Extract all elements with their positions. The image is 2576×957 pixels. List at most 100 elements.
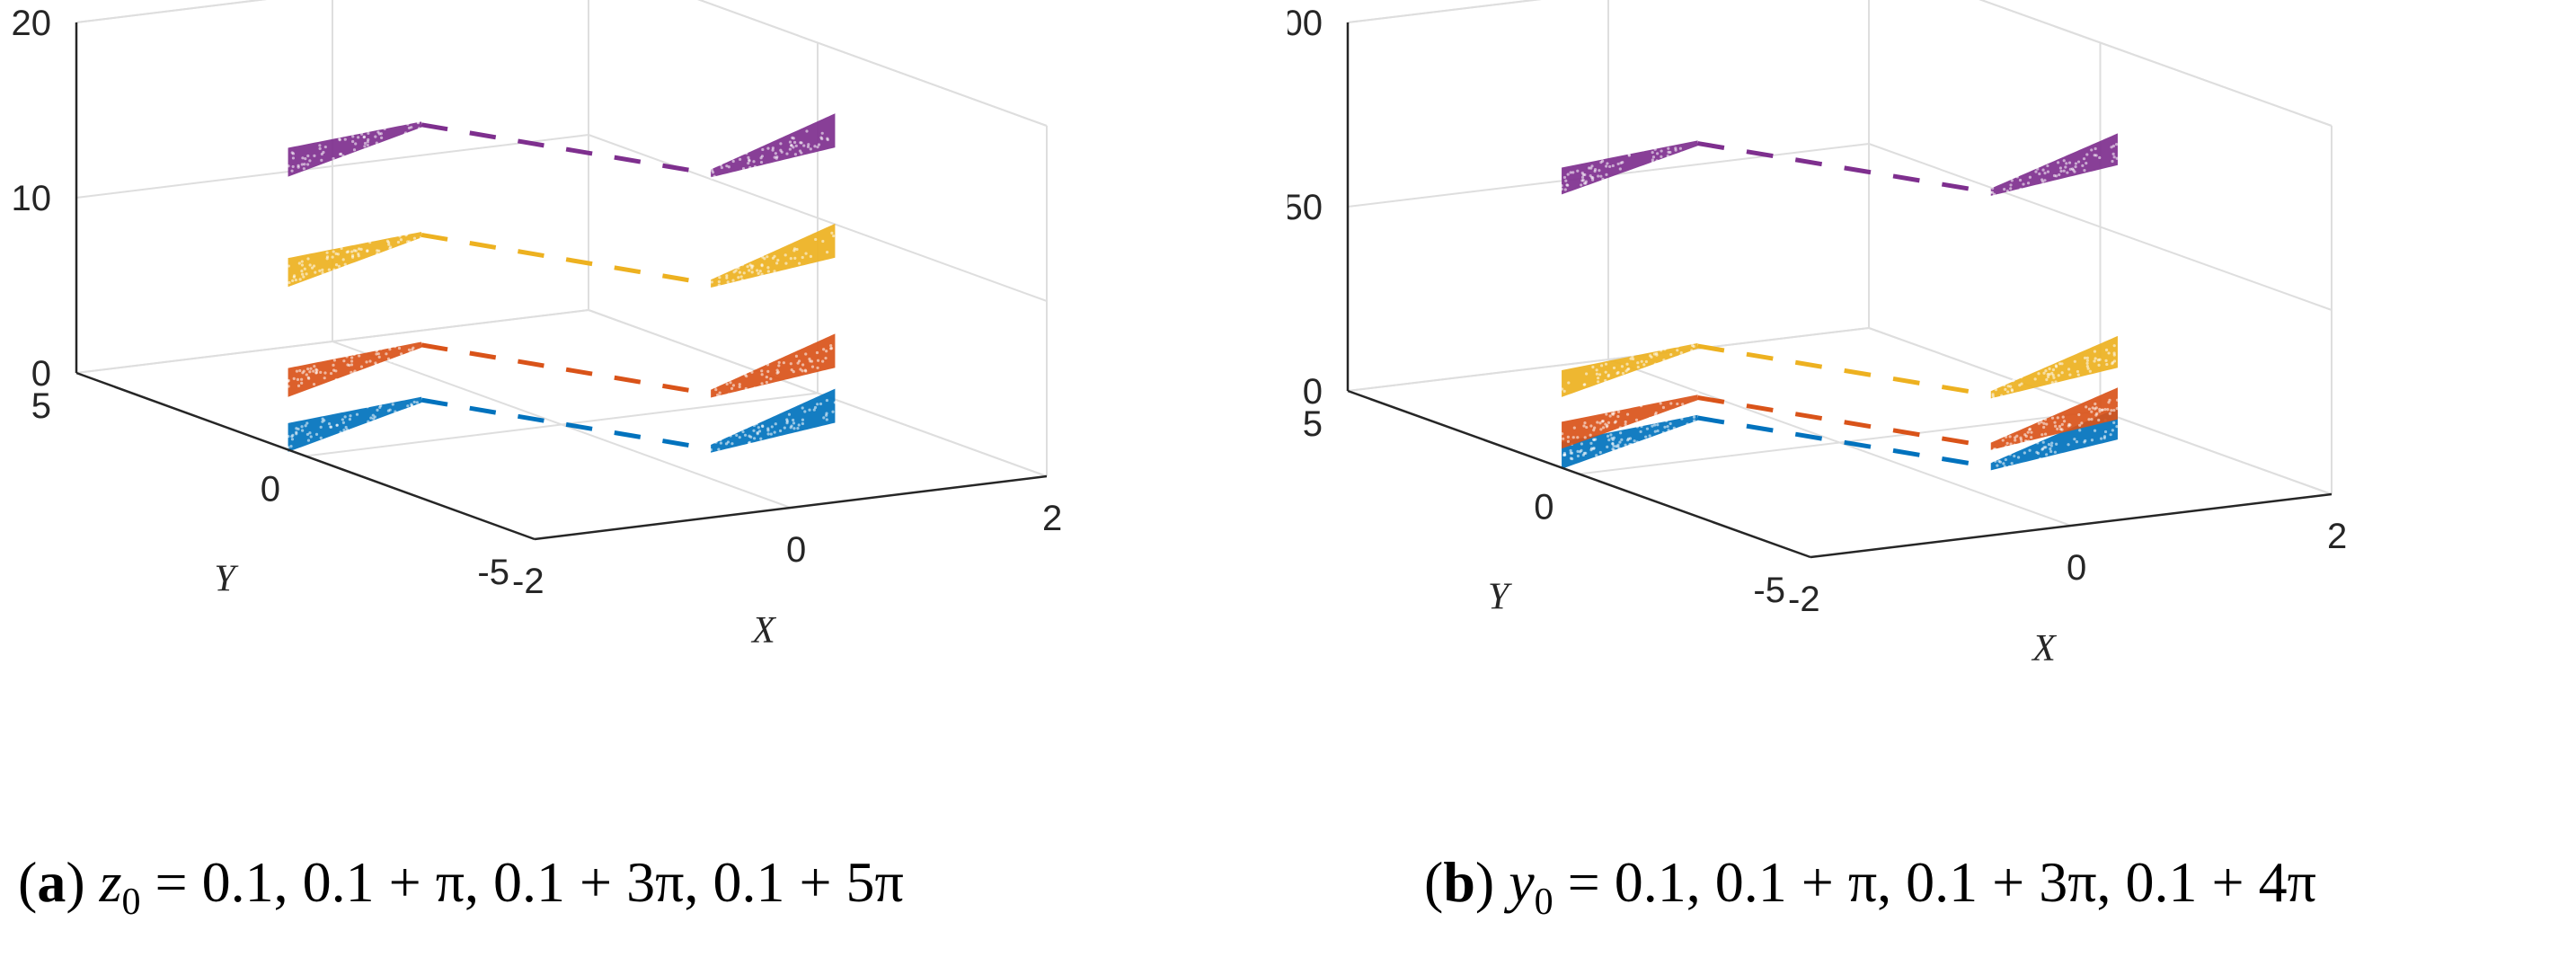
scatter-point (1695, 146, 1699, 149)
scatter-point (313, 154, 316, 157)
scatter-point (2006, 390, 2010, 394)
scatter-point (1686, 422, 1689, 426)
scatter-point (323, 377, 326, 380)
scatter-point (418, 351, 421, 355)
scatter-point (2094, 357, 2097, 360)
scatter-point (783, 426, 786, 430)
wall-grid-z-back-2 (75, 0, 267, 23)
scatter-point (824, 356, 828, 360)
scatter-point (787, 412, 792, 416)
scatter-point (2085, 153, 2089, 156)
scatter-point (825, 350, 828, 353)
scatter-point (287, 378, 290, 383)
scatter-point (1669, 402, 1673, 405)
scatter-point (801, 369, 804, 373)
scatter-point (1995, 400, 1998, 403)
scatter-point (338, 153, 342, 156)
series-2-gap-segment (1697, 343, 1725, 353)
scatter-point (306, 439, 311, 442)
scatter-point (794, 144, 798, 147)
scatter-point (383, 127, 386, 130)
scatter-point (792, 370, 795, 374)
scatter-point (1580, 175, 1585, 179)
scatter-point (732, 270, 736, 274)
scatter-point (2112, 155, 2116, 159)
wall-grid-z-back-1 (75, 134, 589, 199)
scatter-point (1580, 442, 1584, 446)
scatter-point (2115, 398, 2120, 402)
scatter-point (287, 385, 290, 388)
series-3-gap-segment (1794, 157, 1823, 167)
scatter-point (345, 428, 349, 431)
series-0-arm-right (711, 388, 836, 453)
scatter-point (2054, 380, 2058, 384)
scatter-point (2020, 464, 2023, 467)
scatter-point (1570, 451, 1574, 455)
caption-b-subscript: 0 (1534, 881, 1554, 923)
chart-b-3d-scatter: -202-505050100XYZ (1288, 0, 2347, 669)
scatter-point (1673, 410, 1677, 413)
x-tick-label: 0 (786, 530, 806, 570)
scatter-point (826, 137, 829, 140)
scatter-point (2090, 439, 2094, 442)
scatter-point (791, 136, 794, 139)
scatter-point (322, 150, 325, 155)
scatter-point (1678, 146, 1682, 150)
scatter-point (743, 170, 747, 174)
scatter-point (1994, 387, 1998, 392)
scatter-point (1695, 409, 1698, 412)
scatter-point (2115, 156, 2119, 160)
scatter-point (773, 155, 776, 159)
scatter-point (301, 156, 305, 160)
scatter-point (363, 145, 367, 148)
scatter-point (1564, 179, 1568, 182)
scatter-point (743, 433, 748, 437)
scatter-point (336, 253, 341, 256)
x-tick-label: 2 (1042, 499, 1062, 538)
scatter-point (321, 271, 324, 275)
scatter-point (2104, 348, 2109, 352)
scatter-point (760, 155, 764, 158)
scatter-point (290, 435, 294, 439)
scatter-point (1608, 414, 1612, 418)
scatter-point (793, 153, 798, 156)
scatter-point (2076, 160, 2081, 164)
scatter-point (1661, 430, 1665, 435)
scatter-point (2037, 421, 2040, 425)
y-axis-line (75, 371, 536, 541)
scatter-point (2042, 425, 2046, 430)
series-3-gap-segment (1844, 165, 1872, 175)
scatter-point (2085, 361, 2089, 365)
scatter-point (350, 250, 354, 253)
scatter-point (1582, 451, 1586, 455)
scatter-point (711, 288, 715, 292)
scatter-point (801, 363, 805, 367)
scatter-point (739, 275, 743, 279)
scatter-point (1663, 348, 1667, 351)
scatter-point (1695, 390, 1699, 394)
scatter-point (2005, 448, 2008, 453)
scatter-point (731, 279, 735, 282)
scatter-point (1613, 421, 1617, 424)
scatter-point (289, 445, 293, 448)
scatter-point (797, 359, 801, 363)
scatter-point (2043, 179, 2047, 182)
scatter-point (723, 286, 727, 289)
scatter-point (2005, 430, 2009, 434)
scatter-point (399, 238, 403, 242)
scatter-point (717, 283, 721, 287)
scatter-point (394, 360, 397, 364)
scatter-point (386, 250, 390, 253)
scatter-point (766, 266, 770, 270)
scatter-point (2012, 378, 2015, 382)
scatter-point (2049, 449, 2053, 454)
scatter-point (815, 350, 819, 355)
scatter-point (367, 420, 370, 423)
scatter-point (374, 135, 377, 138)
scatter-point (1583, 436, 1587, 439)
scatter-point (312, 264, 316, 268)
scatter-point (1612, 448, 1616, 452)
scatter-point (327, 268, 331, 271)
scatter-point (332, 156, 335, 161)
scatter-point (1686, 341, 1690, 345)
